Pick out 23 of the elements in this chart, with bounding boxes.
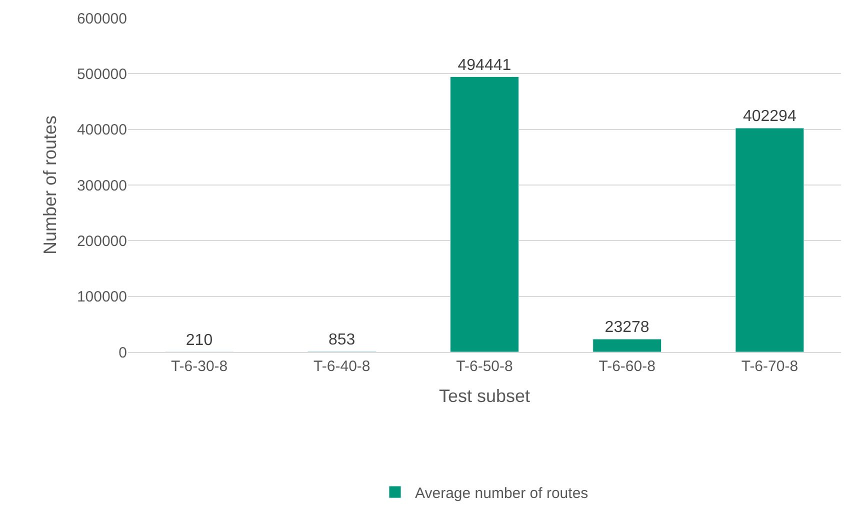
- y-tick-label: 300000: [76, 177, 127, 194]
- legend-label: Average number of routes: [415, 484, 588, 502]
- data-label: 494441: [458, 56, 512, 74]
- data-label: 402294: [742, 108, 796, 126]
- x-tick-label: T-6-50-8: [456, 358, 513, 375]
- x-axis-title: Test subset: [438, 386, 530, 406]
- x-tick-label: T-6-60-8: [598, 358, 656, 375]
- bar: [735, 128, 804, 352]
- data-label: 853: [328, 332, 356, 349]
- y-tick-label: 0: [118, 344, 127, 362]
- data-label: 210: [186, 332, 213, 349]
- data-label: 23278: [604, 319, 650, 336]
- bar: [450, 76, 519, 352]
- y-tick-label: 100000: [76, 288, 127, 306]
- bar: [592, 338, 662, 352]
- x-tick-label: T-6-70-8: [741, 358, 798, 375]
- y-tick-label: 400000: [76, 122, 127, 139]
- y-tick-label: 200000: [76, 232, 127, 250]
- y-tick-label: 600000: [76, 10, 127, 28]
- x-tick-label: T-6-30-8: [170, 358, 228, 375]
- x-tick-label: T-6-40-8: [314, 358, 370, 375]
- y-axis-title: Number of routes: [40, 115, 60, 255]
- y-tick-label: 500000: [76, 66, 127, 83]
